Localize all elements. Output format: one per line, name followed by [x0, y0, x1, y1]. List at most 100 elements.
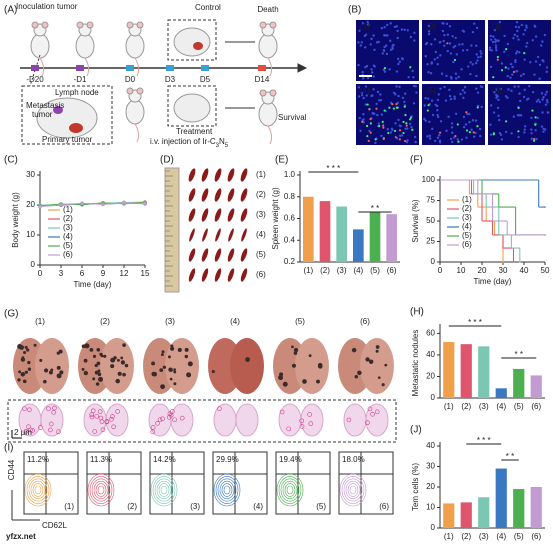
- histology-nodule: [346, 417, 352, 423]
- cell-nucleus: [504, 130, 508, 134]
- cell-nucleus: [386, 128, 389, 131]
- x-tick-label: (2): [461, 532, 471, 541]
- lung: [295, 338, 329, 394]
- contour: [349, 485, 357, 495]
- contour: [215, 476, 239, 504]
- cell-nucleus: [496, 95, 499, 98]
- nodule: [282, 381, 288, 387]
- image-label: (2): [426, 22, 436, 31]
- cell-signal: [465, 129, 469, 132]
- nodule: [17, 378, 21, 382]
- cell-nucleus: [540, 125, 544, 128]
- flow-percentage: 11.3%: [90, 455, 112, 464]
- cell-signal: [368, 108, 371, 111]
- cell-nucleus: [413, 39, 416, 42]
- cell-nucleus: [461, 49, 465, 52]
- cell-nucleus: [378, 99, 381, 102]
- x-tick-label: (1): [303, 266, 313, 275]
- nodule: [110, 364, 115, 369]
- cell-nucleus: [450, 140, 454, 144]
- cell-nucleus: [445, 22, 449, 26]
- cell-nucleus: [497, 39, 500, 42]
- cell-nucleus: [398, 60, 401, 63]
- nodule: [116, 358, 120, 362]
- cell-nucleus: [503, 34, 506, 38]
- cell-nucleus: [472, 135, 476, 138]
- flow-label: (4): [253, 502, 263, 511]
- cell-nucleus: [449, 137, 453, 141]
- cell-nucleus: [494, 46, 498, 50]
- cell-nucleus: [546, 101, 549, 104]
- cell-nucleus: [507, 67, 510, 70]
- cell-nucleus: [393, 25, 397, 29]
- cell-nucleus: [536, 116, 539, 120]
- cell-nucleus: [523, 88, 526, 92]
- histology: [40, 403, 64, 437]
- cell-signal: [534, 123, 537, 126]
- flow-percentage: 11.2%: [27, 455, 49, 464]
- cell-signal: [505, 48, 508, 51]
- histology-nodule: [52, 405, 57, 411]
- y-axis-label: Survival (%): [411, 199, 420, 242]
- cell-signal: [402, 131, 405, 135]
- spleen: [188, 248, 196, 262]
- cell-signal: [405, 122, 408, 125]
- nodule: [98, 376, 104, 382]
- cell-nucleus: [395, 25, 398, 28]
- significance-label: * *: [371, 204, 379, 213]
- nodule: [56, 365, 61, 370]
- y-tick-label: 10: [26, 230, 35, 239]
- cell-nucleus: [433, 58, 437, 61]
- cell-nucleus: [499, 87, 502, 91]
- cell-nucleus: [427, 71, 430, 74]
- cell-signal: [404, 139, 407, 143]
- cell-nucleus: [431, 127, 434, 131]
- cell-signal: [409, 66, 412, 69]
- lung: [100, 338, 134, 394]
- nodule: [103, 354, 107, 358]
- bar: [443, 342, 455, 398]
- cell-nucleus: [450, 131, 454, 134]
- nodule: [187, 361, 193, 367]
- histology-nodule: [155, 420, 160, 426]
- histology-nodule: [109, 416, 114, 422]
- cell-signal: [382, 137, 385, 141]
- mouse-body: [258, 33, 278, 59]
- nodule: [94, 363, 98, 368]
- cell-nucleus: [465, 136, 468, 139]
- flow-percentage: 29.9%: [216, 455, 239, 464]
- cell-nucleus: [503, 50, 506, 53]
- histology: [278, 403, 302, 437]
- cell-signal: [465, 111, 468, 114]
- cell-nucleus: [400, 57, 404, 60]
- histology-nodule: [150, 425, 156, 430]
- data-point: [80, 201, 84, 205]
- nodule: [24, 370, 28, 374]
- cell-nucleus: [520, 23, 524, 27]
- cell-nucleus: [370, 68, 373, 71]
- cell-nucleus: [534, 60, 538, 63]
- cell-nucleus: [474, 131, 477, 135]
- cell-signal: [468, 130, 471, 134]
- cell-nucleus: [541, 40, 544, 43]
- legend-label: (2): [462, 204, 472, 213]
- cell-nucleus: [470, 128, 473, 131]
- cell-nucleus: [489, 123, 492, 126]
- cell-nucleus: [510, 89, 513, 93]
- histology-nodule: [38, 425, 43, 430]
- nodule: [167, 355, 171, 359]
- cell-nucleus: [369, 43, 372, 46]
- cell-nucleus: [445, 74, 448, 78]
- cell-nucleus: [511, 65, 514, 69]
- cell-nucleus: [466, 48, 469, 52]
- nodule: [381, 383, 385, 387]
- cell-nucleus: [478, 127, 482, 131]
- nodule: [211, 369, 215, 374]
- histology-nodule: [299, 418, 304, 424]
- nodule: [120, 360, 126, 365]
- nodule: [159, 368, 164, 373]
- nodule: [160, 353, 164, 357]
- x-tick-label: (3): [479, 402, 489, 411]
- contour: [152, 476, 176, 504]
- cell-nucleus: [515, 21, 519, 24]
